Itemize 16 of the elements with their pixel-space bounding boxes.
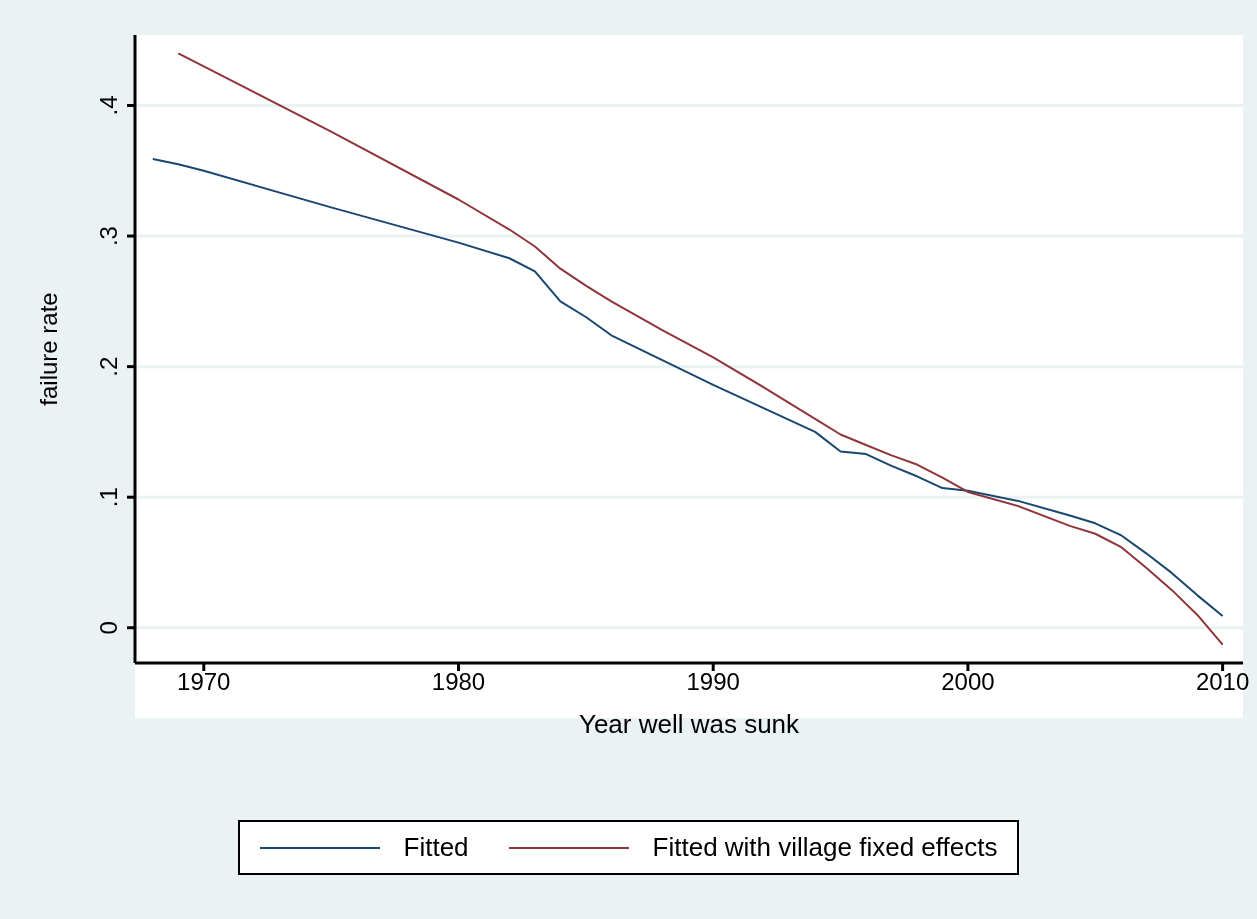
legend-label: Fitted with village fixed effects xyxy=(652,832,998,863)
legend-label: Fitted xyxy=(403,832,469,863)
y-tick-label: 0 xyxy=(95,621,122,635)
line-series xyxy=(177,52,1224,646)
y-tick-label: .2 xyxy=(95,356,122,377)
y-axis-title: failure rate xyxy=(34,292,62,406)
x-axis-title: Year well was sunk xyxy=(578,709,801,740)
y-tick-label: .4 xyxy=(95,95,122,116)
y-tick-label: .1 xyxy=(95,487,122,508)
x-tick-label: 1980 xyxy=(431,668,486,696)
y-tick-label: .3 xyxy=(95,226,122,247)
x-tick-label: 2000 xyxy=(941,668,995,696)
x-tick-label: 1990 xyxy=(686,668,740,696)
x-tick-label: 2010 xyxy=(1195,668,1250,696)
x-tick-label: 1970 xyxy=(177,668,231,696)
line-series xyxy=(151,158,1224,617)
